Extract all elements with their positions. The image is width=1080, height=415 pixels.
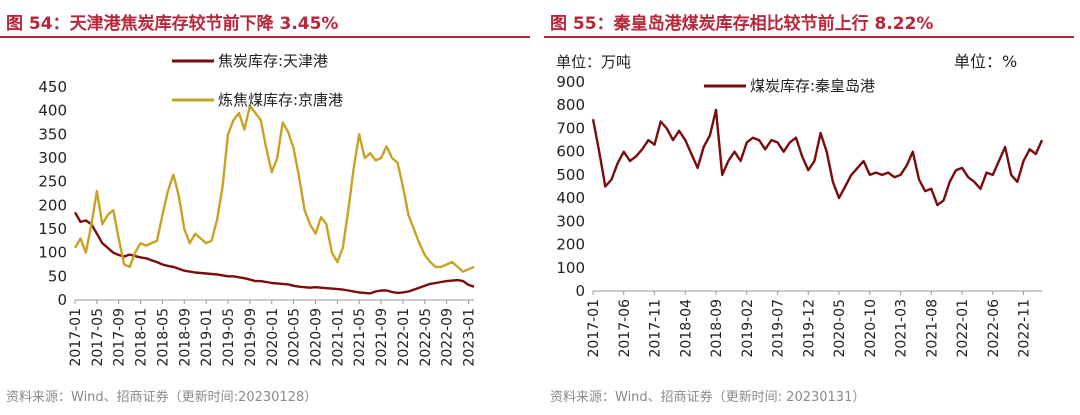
chart-right: 0 100 200 300 400 500 600 700 800 900 2017-01 2017-… (556, 52, 1044, 358)
right-ytick-label: 0 (575, 282, 585, 300)
right-xtick-label: 2021-08 (924, 299, 940, 358)
left-xtick-label: 2022-05 (418, 308, 434, 367)
right-xtick-label: 2019-12 (801, 299, 817, 358)
left-xtick-label: 2019-05 (221, 308, 237, 367)
right-xtick-label: 2017-06 (617, 299, 633, 358)
right-xtick-label: 2019-02 (740, 299, 756, 358)
right-ytick-label: 900 (556, 73, 585, 91)
right-xtick-label: 2019-07 (771, 299, 787, 358)
right-xtick-label: 2022-01 (955, 299, 971, 358)
right-series-line-1 (591, 108, 1044, 207)
right-ytick-label: 100 (556, 259, 585, 277)
chart-panel-right: 图 55：秦皇岛港煤炭库存相比较节前上行 8.22% 0 100 200 300 400… (544, 0, 1080, 415)
left-ytick-label: 300 (38, 149, 67, 167)
source-note-left: 资料来源：Wind、招商证券（更新时间:20230128） (6, 390, 318, 405)
right-legend-label-1: 煤炭库存:秦皇岛港 (750, 77, 875, 95)
left-xtick-label: 2022-01 (396, 308, 412, 367)
right-ytick-label: 200 (556, 236, 585, 254)
left-xtick-label: 2017-05 (90, 308, 106, 367)
left-xtick-label: 2020-09 (308, 308, 324, 367)
right-ytick-label: 300 (556, 212, 585, 230)
title-divider-right (544, 36, 1074, 38)
right-xtick-label: 2018-09 (709, 299, 725, 358)
left-ytick-label: 350 (38, 125, 67, 143)
right-xtick-label: 2020-05 (832, 299, 848, 358)
left-xtick-label: 2021-05 (352, 308, 368, 367)
left-ytick-label: 200 (38, 196, 67, 214)
right-unit-label-right: 单位：% (954, 52, 1017, 71)
right-xtick-label: 2022-06 (986, 299, 1002, 358)
left-xtick-label: 2023-01 (462, 308, 478, 367)
title-divider-left (0, 36, 530, 38)
left-xtick-label: 2021-09 (374, 308, 390, 367)
left-xtick-label: 2019-01 (199, 308, 215, 367)
left-xtick-label: 2017-09 (112, 308, 128, 367)
left-series-line-2 (73, 104, 475, 273)
right-xtick-label: 2018-04 (678, 299, 694, 358)
chart-title-left: 图 54：天津港焦炭库存较节前下降 3.45% (6, 14, 339, 34)
right-ytick-label: 400 (556, 189, 585, 207)
left-xtick-label: 2018-05 (155, 308, 171, 367)
source-note-right: 资料来源：Wind、招商证券（更新时间: 20230131） (550, 390, 866, 405)
chart-left: 0 50 100 150 200 250 300 350 400 450 2017-01 2017-0… (38, 52, 478, 367)
right-xtick-label: 2017-01 (586, 299, 602, 358)
left-ytick-label: 50 (48, 267, 67, 285)
chart-panel-left: 图 54：天津港焦炭库存较节前下降 3.45% 0 50 100 150 200 250 3… (0, 0, 536, 415)
left-xtick-label: 2019-09 (243, 308, 259, 367)
left-xtick-label: 2018-01 (134, 308, 150, 367)
left-xtick-label: 2017-01 (68, 308, 84, 367)
chart-title-right: 图 55：秦皇岛港煤炭库存相比较节前上行 8.22% (550, 14, 934, 34)
left-legend-label-2: 炼焦煤库存:京唐港 (218, 91, 343, 109)
right-ytick-label: 600 (556, 143, 585, 161)
left-ytick-label: 250 (38, 173, 67, 191)
left-series-line-1 (73, 211, 475, 295)
left-xtick-label: 2018-09 (177, 308, 193, 367)
left-ytick-label: 100 (38, 244, 67, 262)
left-xtick-label: 2022-09 (440, 308, 456, 367)
right-unit-label-left: 单位：万吨 (556, 53, 631, 71)
left-xtick-label: 2020-05 (287, 308, 303, 367)
right-xtick-label: 2021-03 (894, 299, 910, 358)
left-xtick-label: 2020-01 (265, 308, 281, 367)
right-xtick-label: 2022-11 (1017, 299, 1033, 358)
right-ytick-label: 700 (556, 119, 585, 137)
right-xtick-label: 2020-10 (863, 299, 879, 358)
left-ytick-label: 450 (38, 78, 67, 96)
right-ytick-label: 800 (556, 96, 585, 114)
right-xtick-label: 2017-11 (648, 299, 664, 358)
left-legend-label-1: 焦炭库存:天津港 (218, 52, 328, 70)
right-ytick-label: 500 (556, 166, 585, 184)
left-ytick-label: 150 (38, 220, 67, 238)
left-ytick-label: 0 (57, 291, 67, 309)
left-xtick-label: 2021-01 (330, 308, 346, 367)
left-ytick-label: 400 (38, 102, 67, 120)
